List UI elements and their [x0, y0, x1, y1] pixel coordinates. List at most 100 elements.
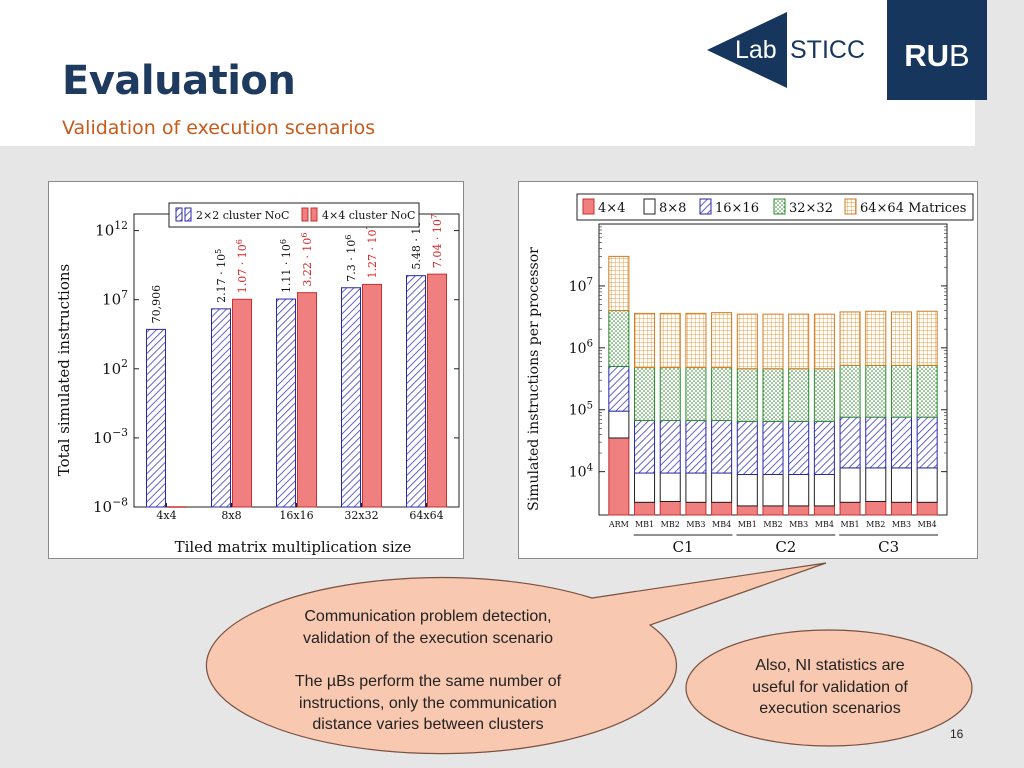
bar-segment-32x32	[685, 367, 707, 422]
legend-label: 64×64 Matrices	[860, 201, 966, 216]
bar-segment-64x64	[608, 255, 630, 312]
bar-cluster4x4	[362, 283, 382, 508]
legend-label: 2×2 cluster NoC	[196, 209, 289, 222]
bar-segment-8x8	[608, 410, 630, 439]
logo-sticc-text: STICC	[790, 36, 865, 64]
bar-segment-16x16	[839, 416, 861, 469]
bar-segment-4x4	[659, 500, 681, 516]
bar-segment-8x8	[865, 467, 887, 502]
bar-segment-16x16	[608, 365, 630, 412]
x-tick-label: 64x64	[409, 509, 443, 522]
bar-segment-8x8	[736, 473, 758, 507]
bar-segment-4x4	[839, 501, 861, 516]
bar-segment-32x32	[916, 364, 938, 418]
bar-cluster4x4	[297, 292, 317, 508]
data-label: 1.27 · 107	[365, 224, 379, 278]
bar-segment-32x32	[865, 364, 887, 418]
bar-segment-64x64	[762, 313, 784, 370]
x-tick-label: MB1	[635, 520, 654, 529]
bar-cluster2x2	[276, 298, 296, 508]
bar-segment-64x64	[890, 311, 912, 366]
large-callout-text: Communication problem detection, validat…	[248, 606, 608, 736]
callout-line: instructions, only the communication	[299, 694, 557, 712]
page-number: 16	[950, 727, 964, 741]
y-axis-label: Total simulated instructions	[55, 264, 73, 476]
group-label: C2	[775, 538, 796, 556]
bar-segment-16x16	[788, 420, 810, 475]
bar-segment-4x4	[608, 437, 630, 516]
y-axis-label: Simulated instructions per processor	[526, 247, 542, 511]
rub-logo: RU B	[887, 0, 987, 100]
lab-sticc-logo: Lab STICC	[707, 12, 865, 88]
data-label: 1.07 · 106	[235, 239, 249, 293]
x-tick-label: MB3	[892, 520, 911, 529]
y-tick-label: 105	[569, 400, 593, 418]
x-tick-label: MB4	[712, 520, 731, 529]
bar-cluster4x4	[427, 273, 447, 508]
legend-swatch-red	[310, 207, 318, 222]
left-chart-panel: 1012 107 102 10−3 10−8 4x4 8x8 16x16 32x32 64x64 …	[48, 181, 464, 559]
bar-segment-8x8	[813, 473, 835, 507]
legend-swatch-blue	[184, 207, 192, 222]
bar-segment-32x32	[608, 310, 630, 367]
group-label: C3	[878, 538, 899, 556]
x-tick-label: 32x32	[344, 509, 378, 522]
y-tick-label: 104	[569, 462, 593, 480]
right-chart-panel: 104 105 106 107 ARM MB1 MB2 MB3 MB4 MB1 MB2 MB3 MB4 M…	[518, 181, 978, 559]
bar-segment-8x8	[890, 467, 912, 503]
x-tick-label: MB1	[738, 520, 757, 529]
bar-segment-32x32	[839, 364, 861, 418]
bar-segment-8x8	[839, 467, 861, 503]
legend-swatch	[699, 198, 712, 215]
bar-segment-8x8	[659, 472, 681, 502]
y-tick-label: 10−3	[93, 426, 128, 447]
bar-segment-4x4	[736, 505, 758, 516]
bar-segment-32x32	[890, 364, 912, 418]
logo-lab-text: Lab	[735, 36, 777, 64]
x-tick-label: MB2	[763, 520, 782, 529]
x-tick-label: MB2	[866, 520, 885, 529]
bar-segment-16x16	[659, 420, 681, 474]
bar-segment-4x4	[890, 501, 912, 516]
callout-line: execution scenarios	[759, 700, 901, 717]
bar-segment-4x4	[762, 505, 784, 516]
x-tick-label: MB3	[789, 520, 808, 529]
bar-segment-8x8	[788, 473, 810, 507]
callout-line: useful for validation of	[752, 678, 908, 696]
data-label: 7.04 · 107	[430, 214, 444, 268]
callout-line: validation of the execution scenario	[303, 629, 553, 647]
y-tick-label: 10−8	[93, 495, 128, 516]
bar-segment-64x64	[839, 311, 861, 366]
bar-segment-16x16	[736, 420, 758, 475]
data-label: 3.22 · 106	[300, 233, 314, 287]
bar-segment-4x4	[634, 501, 656, 516]
legend-swatch	[844, 198, 857, 215]
small-callout-text: Also, NI statistics are useful for valid…	[710, 655, 950, 720]
legend-label: 4×4	[598, 201, 625, 216]
group-label: C1	[673, 538, 694, 556]
data-label: 2.17 · 105	[214, 249, 228, 303]
x-tick-label: MB4	[815, 520, 834, 529]
bar-segment-64x64	[685, 312, 707, 369]
legend-swatch	[582, 198, 595, 215]
bar-segment-16x16	[890, 416, 912, 469]
data-label: 70,906	[150, 285, 163, 324]
bar-segment-32x32	[788, 368, 810, 422]
bar-segment-4x4	[788, 505, 810, 516]
bar-segment-32x32	[736, 368, 758, 422]
bar-segment-32x32	[762, 368, 784, 422]
x-tick-label: 16x16	[279, 509, 313, 522]
bar-segment-4x4	[813, 505, 835, 516]
bar-segment-8x8	[762, 473, 784, 507]
bar-segment-16x16	[762, 420, 784, 475]
bar-segment-8x8	[685, 472, 707, 503]
bar-segment-4x4	[685, 501, 707, 516]
x-axis-label: Tiled matrix multiplication size	[175, 538, 412, 556]
callout-line: distance varies between clusters	[312, 716, 544, 733]
callout-line: Communication problem detection,	[304, 608, 552, 625]
y-tick-label: 106	[569, 339, 593, 357]
bar-segment-16x16	[916, 416, 938, 469]
x-tick-label: 8x8	[221, 509, 241, 522]
bar-cluster2x2	[211, 308, 231, 508]
